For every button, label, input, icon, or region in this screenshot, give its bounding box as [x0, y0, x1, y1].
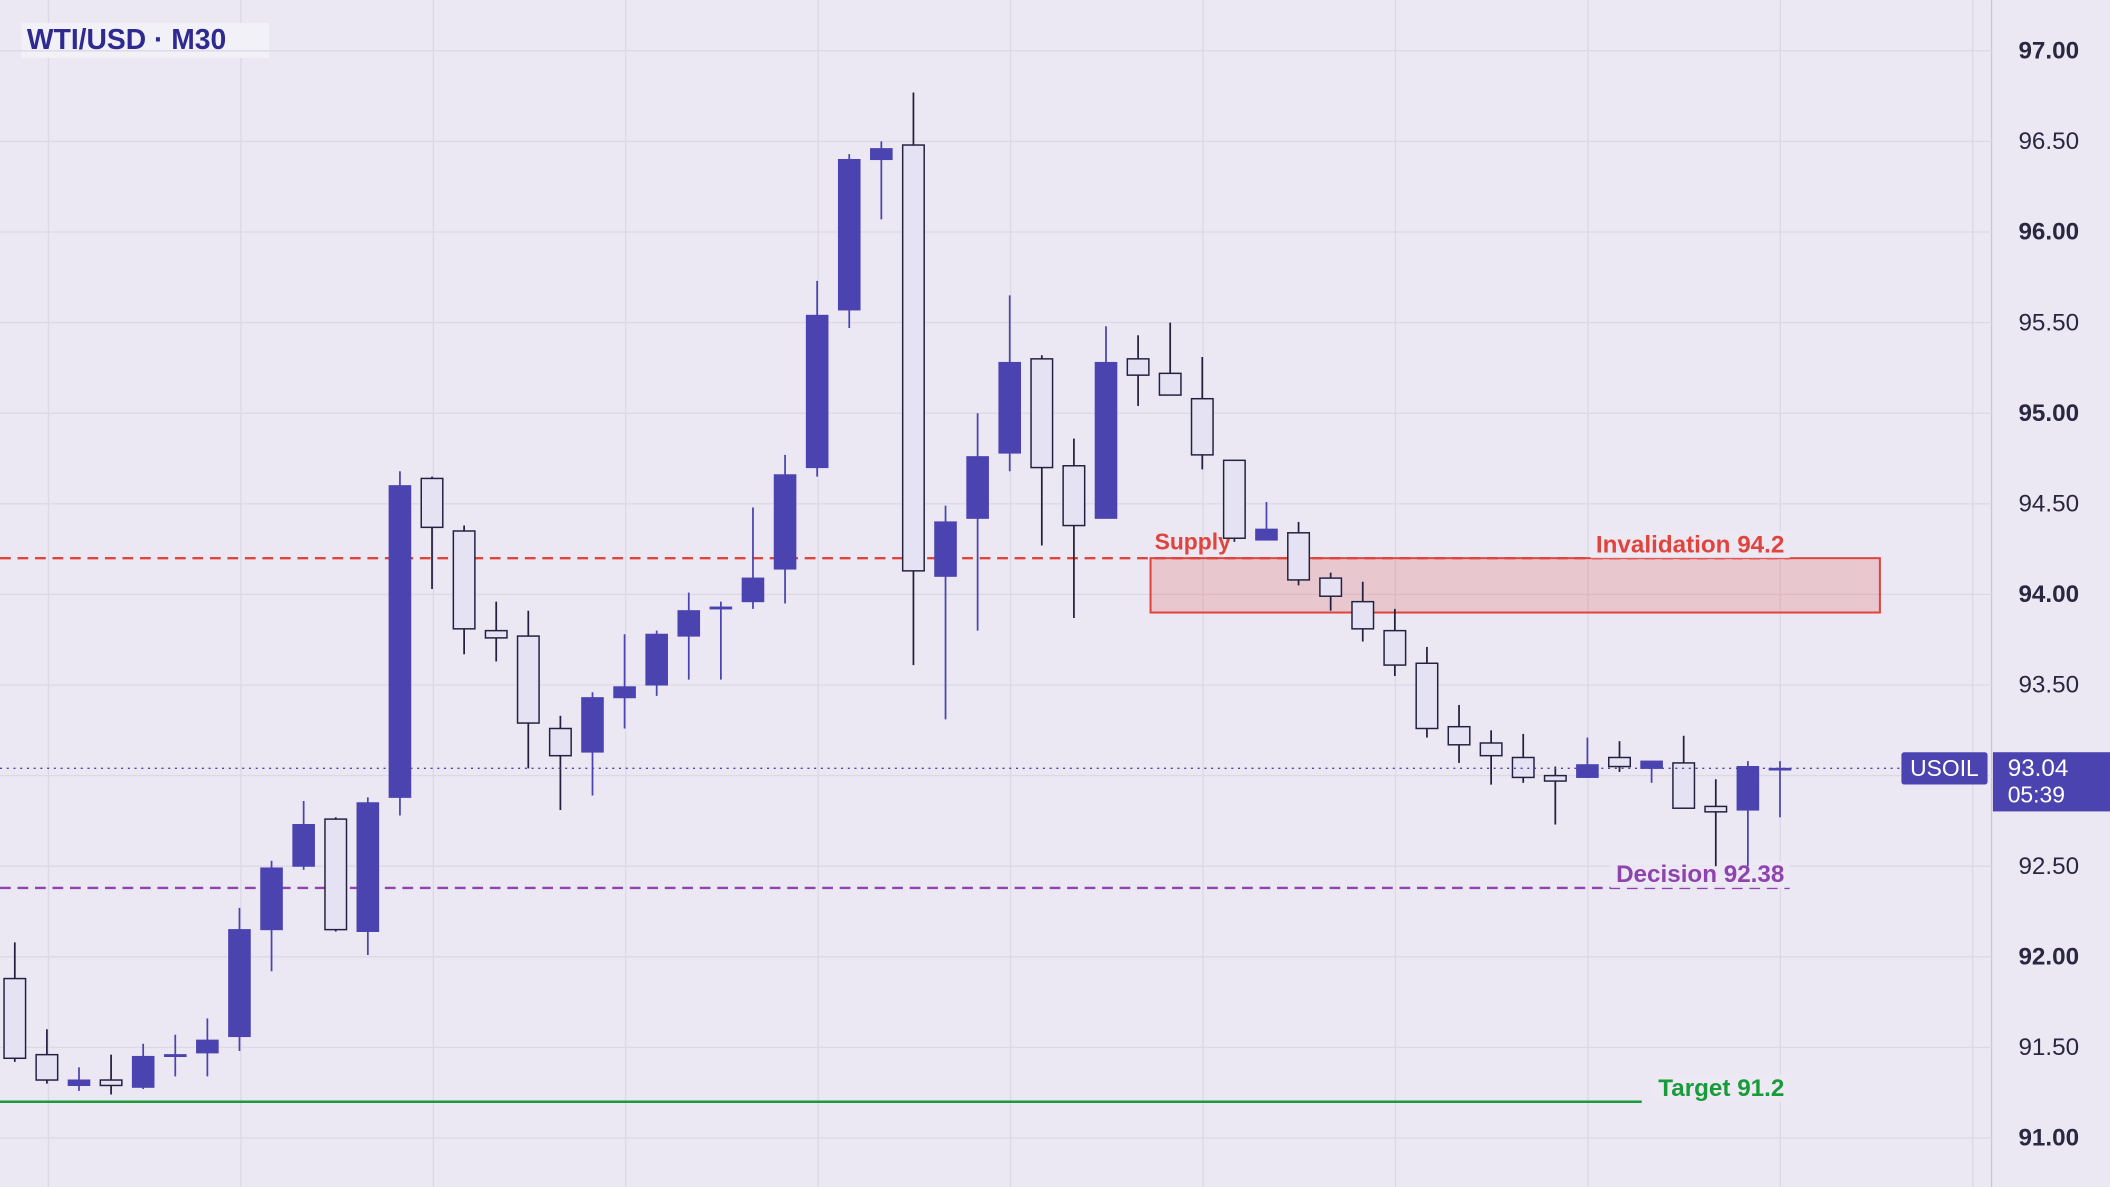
symbol-tag: USOIL — [1910, 755, 1979, 781]
candle-body — [1640, 760, 1663, 769]
candle-body — [966, 456, 989, 519]
candle-body — [548, 727, 572, 757]
level-label-bg — [1652, 1074, 1790, 1102]
candle-body — [163, 1054, 187, 1058]
candle-body — [581, 697, 604, 753]
y-tick-label: 92.50 — [2018, 853, 2079, 880]
y-tick-label: 91.00 — [2018, 1125, 2079, 1152]
candle-body — [805, 314, 829, 469]
candle-body — [1255, 528, 1278, 541]
candle-body — [870, 148, 893, 161]
y-tick-label: 95.00 — [2018, 400, 2079, 427]
candle-body — [452, 530, 476, 630]
candle-body — [484, 629, 508, 639]
level-label-bg — [1590, 531, 1790, 559]
candle-body — [67, 1079, 91, 1087]
candle-body — [1030, 358, 1054, 469]
candle-body — [35, 1053, 59, 1081]
candle-body — [196, 1039, 219, 1054]
supply-zone — [1149, 557, 1881, 614]
candle-body — [773, 474, 797, 570]
candle-body — [677, 610, 701, 637]
candle-body — [1094, 361, 1118, 519]
y-tick-label: 91.50 — [2018, 1034, 2079, 1061]
level-label: Target 91.2 — [1658, 1075, 1784, 1102]
candle-body — [1543, 774, 1567, 782]
candle-body — [1126, 358, 1150, 376]
candle-body — [1222, 459, 1246, 539]
candle-body — [228, 929, 251, 1038]
y-tick-label: 96.50 — [2018, 128, 2079, 155]
candle-body — [998, 361, 1022, 454]
zone-label: Supply — [1155, 528, 1231, 554]
candle-body — [1287, 532, 1311, 581]
candle-body — [1768, 767, 1792, 771]
candle-body — [516, 635, 540, 724]
symbol-tag-bg — [1901, 752, 1988, 785]
candle-body — [741, 577, 765, 603]
price-tag: 93.04 — [2008, 755, 2069, 782]
candle-body — [1415, 662, 1439, 730]
level-label: Invalidation 94.2 — [1596, 531, 1784, 558]
countdown: 05:39 — [2008, 782, 2065, 808]
candle-body — [1062, 465, 1086, 527]
candle-body — [1158, 372, 1182, 396]
candle-body — [3, 977, 27, 1060]
candle-body — [260, 867, 283, 931]
level-label-bg — [1610, 861, 1790, 888]
candle-body — [292, 823, 315, 867]
candle-body — [420, 477, 444, 529]
y-tick-label: 97.00 — [2018, 38, 2079, 65]
candle-body — [837, 158, 861, 311]
y-tick-label: 96.00 — [2018, 219, 2079, 246]
price-tag-bg — [1992, 752, 2110, 812]
y-tick-label: 93.50 — [2018, 672, 2079, 699]
candle-body — [645, 633, 668, 686]
candle-body — [1672, 762, 1696, 809]
candle-body — [901, 144, 925, 572]
candle-body — [388, 485, 412, 798]
candle-body — [324, 818, 348, 931]
candle-body — [709, 606, 733, 610]
candle-body — [1190, 397, 1214, 456]
time-grid — [47, 0, 1974, 1187]
level-label: Decision 92.38 — [1616, 861, 1784, 888]
y-tick-label: 94.50 — [2018, 491, 2079, 518]
candle-body — [1479, 742, 1503, 757]
y-tick-label: 92.00 — [2018, 944, 2079, 971]
candle-body — [131, 1055, 155, 1088]
candle-body — [1351, 600, 1375, 630]
y-tick-label: 95.50 — [2018, 309, 2079, 336]
candle-body — [934, 521, 957, 577]
candle-body — [1383, 629, 1407, 666]
candle-body — [1319, 577, 1343, 597]
candle-body — [1447, 725, 1471, 746]
candle-body — [1511, 756, 1535, 779]
candle-body — [613, 686, 636, 699]
candle-body — [1704, 805, 1728, 813]
candle-body — [99, 1079, 123, 1087]
candle-body — [356, 802, 380, 932]
candle-body — [1576, 764, 1599, 778]
title-bg — [21, 22, 270, 58]
chart-title: WTI/USD · M30 — [27, 23, 226, 55]
candle-body — [1736, 766, 1760, 811]
y-tick-label: 94.00 — [2018, 581, 2079, 608]
candle-body — [1608, 756, 1632, 768]
